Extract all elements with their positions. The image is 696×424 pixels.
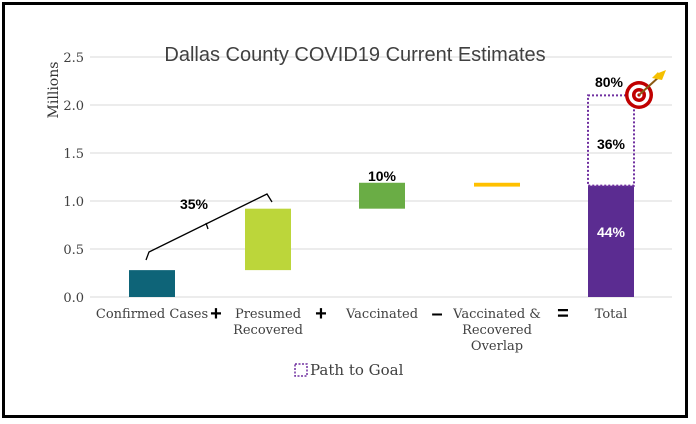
bracket-percent-label: 35%: [180, 196, 209, 212]
bar-4: [474, 182, 520, 187]
y-tick-label: 0.5: [63, 243, 84, 258]
legend-swatch: [294, 363, 308, 377]
chart-frame: [2, 2, 688, 418]
gridlines: [90, 56, 672, 298]
x-category-label: Recovered: [462, 323, 532, 338]
legend: Path to Goal: [294, 361, 404, 379]
legend-label: Path to Goal: [310, 361, 404, 379]
x-category-label: Overlap: [471, 339, 523, 354]
bar-3: [359, 182, 405, 209]
bracket-line: [145, 193, 273, 261]
x-category-label: Recovered: [233, 323, 303, 338]
x-category-label: Confirmed Cases: [96, 307, 208, 322]
vaccinated-percent-label: 10%: [368, 168, 397, 184]
chart-title: Dallas County COVID19 Current Estimates: [164, 44, 545, 66]
gap-percent-label: 36%: [597, 136, 626, 152]
x-category-label: Presumed: [235, 307, 301, 322]
goal-percent-label: 80%: [595, 74, 624, 90]
bracket-annotation: [145, 193, 273, 261]
bar-2: [245, 208, 291, 271]
y-tick-label: 1.0: [63, 195, 84, 210]
operator-symbol: +: [315, 303, 327, 325]
target-with-arrow-icon: [625, 70, 666, 109]
bracket-tick: [205, 222, 209, 230]
bar-1: [129, 270, 175, 297]
x-category-label: Total: [595, 307, 628, 322]
operator-symbol: +: [210, 303, 222, 325]
y-tick-label: 2.0: [63, 99, 84, 114]
y-tick-label: 0.0: [63, 291, 84, 306]
bar-5: [588, 185, 634, 297]
x-category-label: Vaccinated: [345, 307, 418, 322]
y-tick-label: 1.5: [63, 147, 84, 162]
x-category-label: Vaccinated &: [452, 307, 541, 322]
total-percent-label: 44%: [597, 224, 626, 240]
y-axis-label: Millions: [46, 62, 62, 119]
operator-symbol: =: [557, 303, 569, 325]
y-tick-label: 2.5: [63, 51, 84, 66]
operator-symbol: –: [431, 303, 442, 325]
